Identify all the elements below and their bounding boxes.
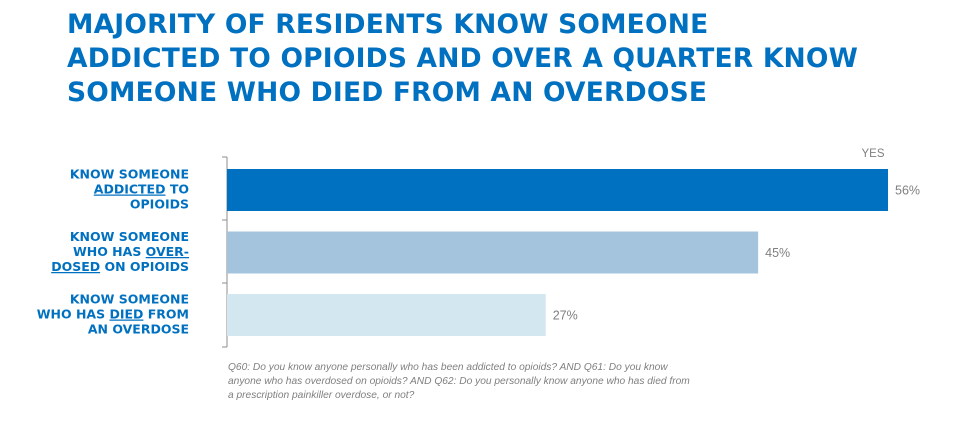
title-line: MAJORITY OF RESIDENTS KNOW SOMEONE	[67, 9, 709, 40]
data-label: 45%	[765, 246, 790, 260]
title-line: ADDICTED TO OPIOIDS AND OVER A QUARTER K…	[67, 43, 859, 74]
bar	[227, 231, 759, 274]
data-label: 56%	[895, 184, 920, 198]
bar	[227, 294, 546, 336]
bar-chart: YES 56% KNOW SOMEONE ADDICTED TO OPIOIDS 45% K…	[37, 148, 920, 348]
bar	[227, 169, 888, 211]
footnote: Q60: Do you know anyone personally who h…	[228, 362, 690, 401]
title-line: SOMEONE WHO DIED FROM AN OVERDOSE	[67, 77, 708, 108]
data-label: 27%	[553, 309, 578, 323]
category-label: KNOW SOMEONE WHO HAS OVER-DOSED ON OPIOID…	[51, 229, 189, 274]
category-label: KNOW SOMEONE WHO HAS DIED FROM AN OVERDOSE	[37, 292, 189, 337]
value-header-label: YES	[861, 148, 884, 160]
category-label: KNOW SOMEONE ADDICTED TO OPIOIDS	[70, 167, 189, 212]
chart-title: MAJORITY OF RESIDENTS KNOW SOMEONE ADDIC…	[67, 8, 937, 110]
